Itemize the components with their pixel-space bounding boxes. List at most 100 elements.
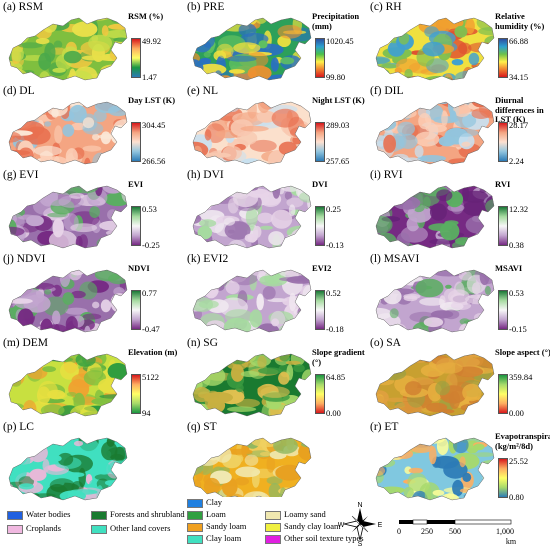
legend-title: Slope gradient (°) (312, 347, 365, 367)
region-map (8, 101, 128, 165)
legend-title: Precipitation (mm) (312, 11, 360, 31)
panel-label: (o) SA (370, 337, 401, 349)
color-bar (498, 122, 508, 162)
region-map (192, 353, 312, 417)
panel-label: (h) DVI (187, 169, 224, 181)
legend-title: MSAVI (495, 263, 523, 273)
map-panel-j: (j) NDVI NDVI 0.77 -0.47 (0, 252, 183, 335)
legend-max: 28.17 (509, 120, 529, 130)
legend-min: 0.00 (326, 408, 341, 418)
legend-min: 34.15 (509, 72, 529, 82)
panel-label: (f) DIL (370, 85, 404, 97)
color-bar (498, 38, 508, 78)
map-panel-q: (q) ST (184, 420, 367, 503)
legend-min: 99.80 (326, 72, 346, 82)
legend-title: RSM (%) (128, 11, 164, 21)
legend-min: -0.47 (142, 324, 160, 334)
map-panel-c: (c) RH Relative humidity (%) 66.88 34.15 (367, 0, 550, 83)
color-bar (315, 374, 325, 414)
region-map (192, 101, 312, 165)
legend-min: -0.18 (326, 324, 344, 334)
map-panel-o: (o) SA Slope aspect (°) 359.84 0.00 (367, 336, 550, 419)
legend-title: EVI2 (312, 263, 332, 273)
region-map (8, 269, 128, 333)
legend-max: 0.77 (142, 288, 157, 298)
swatch-loam (187, 510, 203, 520)
legend-title: NDVI (128, 263, 150, 273)
panel-label: (d) DL (3, 85, 35, 97)
region-map (8, 17, 128, 81)
legend-max: 1020.45 (326, 36, 354, 46)
legend-title: Diurnal differences in LST (K) (495, 95, 544, 124)
legend-other-land: Other land covers (91, 523, 170, 534)
legend-label: Loamy sand (284, 509, 326, 519)
legend-croplands: Croplands (7, 523, 61, 534)
map-panel-m: (m) DEM Elevation (m) 5122 94 (0, 336, 183, 419)
swatch-forests (91, 510, 107, 520)
legend-min: 94 (142, 408, 151, 418)
panel-label: (q) ST (187, 421, 217, 433)
legend-max: 64.85 (326, 372, 346, 382)
panel-label: (k) EVI2 (187, 253, 229, 265)
region-map (192, 437, 312, 501)
legend-min: -0.25 (142, 240, 160, 250)
legend-max: 304.45 (142, 120, 166, 130)
swatch-clay-loam (187, 534, 203, 544)
swatch-sandy-clay-loam (265, 522, 281, 532)
color-bar (498, 458, 508, 498)
scale-tick-250: 250 (421, 527, 433, 536)
legend-label: Forests and shrublands (110, 509, 188, 519)
legend-title: EVI (128, 179, 144, 189)
panel-label: (p) LC (3, 421, 34, 433)
scale-bar: 0 250 500 1,000 km (393, 518, 523, 546)
legend-forests: Forests and shrublands (91, 509, 188, 520)
color-bar (498, 374, 508, 414)
color-bar (131, 206, 141, 246)
map-panel-k: (k) EVI2 EVI2 0.52 -0.18 (184, 252, 367, 335)
legend-title: RVI (495, 179, 511, 189)
north-arrow-icon: N S E W (338, 502, 382, 546)
region-map (375, 185, 495, 249)
region-map (375, 437, 495, 501)
map-panel-e: (e) NL Night LST (K) 289.03 257.65 (184, 84, 367, 167)
swatch-clay (187, 498, 203, 508)
legend-label: Clay loam (206, 533, 242, 543)
region-map (375, 353, 495, 417)
map-panel-l: (l) MSAVI MSAVI 0.53 -0.15 (367, 252, 550, 335)
color-bar (498, 206, 508, 246)
swatch-other-land (91, 524, 107, 534)
color-bar (131, 38, 141, 78)
legend-label: Other soil texture types (284, 533, 364, 543)
east-label: E (378, 522, 382, 529)
legend-max: 0.53 (509, 288, 524, 298)
legend-sandy-clay-loam: Sandy clay loam (265, 521, 341, 532)
panel-label: (m) DEM (3, 337, 49, 349)
color-bar (131, 122, 141, 162)
legend-min: 0.38 (509, 240, 524, 250)
color-bar (315, 38, 325, 78)
legend-max: 66.88 (509, 36, 529, 46)
panel-label: (l) MSAVI (370, 253, 420, 265)
region-map (375, 101, 495, 165)
legend-loam: Loam (187, 509, 226, 520)
panel-label: (c) RH (370, 1, 402, 13)
legend-max: 5122 (142, 372, 159, 382)
scale-tick-1000: 1,000 (496, 527, 514, 536)
legend-min: -0.13 (326, 240, 344, 250)
region-map (375, 269, 495, 333)
legend-label: Water bodies (26, 509, 71, 519)
region-map (192, 17, 312, 81)
legend-max: 0.53 (142, 204, 157, 214)
legend-min: 266.56 (142, 156, 166, 166)
legend-label: Loam (206, 509, 226, 519)
scale-tick-0: 0 (397, 527, 401, 536)
legend-title: DVI (312, 179, 328, 189)
region-map (192, 269, 312, 333)
legend-min: -0.15 (509, 324, 527, 334)
legend-title: Day LST (K) (128, 95, 176, 105)
legend-max: 0.52 (326, 288, 341, 298)
legend-max: 12.32 (509, 204, 529, 214)
legend-loamy-sand: Loamy sand (265, 509, 326, 520)
region-map (8, 353, 128, 417)
map-panel-p: (p) LC (0, 420, 183, 503)
